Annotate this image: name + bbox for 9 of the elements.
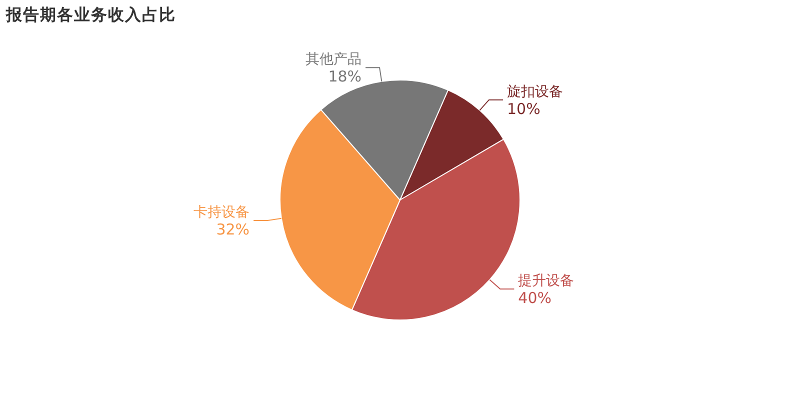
data-label: 10%	[506, 100, 540, 118]
data-label: 18%	[328, 68, 362, 86]
slice-label: 提升设备	[518, 272, 574, 289]
chart-title: 报告期各业务收入占比	[5, 5, 176, 24]
slice-label: 旋扣设备	[506, 84, 563, 100]
data-label: 32%	[216, 220, 250, 238]
slice-label: 其他产品	[306, 52, 362, 68]
data-label: 40%	[518, 288, 552, 307]
slice-label: 卡持设备	[194, 204, 250, 220]
